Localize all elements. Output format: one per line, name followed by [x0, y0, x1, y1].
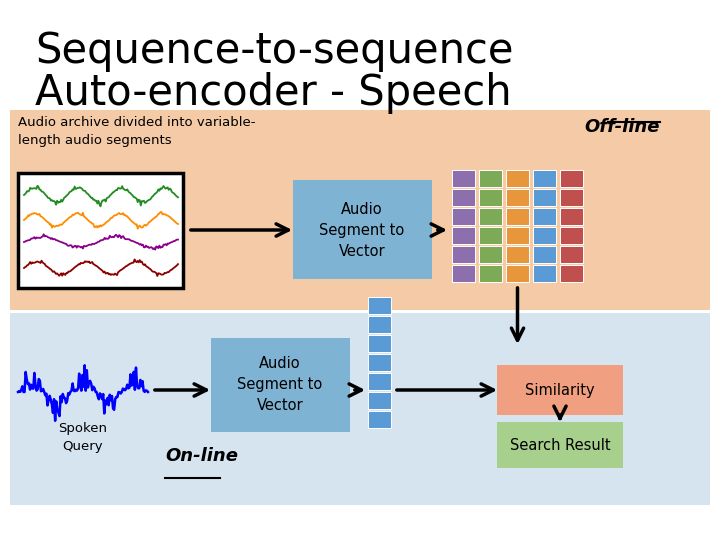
Bar [506, 189, 529, 206]
FancyBboxPatch shape [497, 422, 623, 468]
Bar [479, 246, 502, 263]
Bar [452, 265, 475, 282]
Text: Off-line: Off-line [585, 118, 660, 136]
Bar [560, 246, 583, 263]
Bar [368, 354, 391, 371]
Text: Spoken
Query: Spoken Query [58, 422, 107, 453]
Bar [506, 265, 529, 282]
Bar [533, 246, 556, 263]
Bar [533, 208, 556, 225]
Bar [368, 297, 391, 314]
Bar [452, 208, 475, 225]
Text: Similarity: Similarity [525, 382, 595, 397]
Bar [560, 227, 583, 244]
Bar [506, 208, 529, 225]
Bar [560, 170, 583, 187]
Bar [452, 189, 475, 206]
Bar [560, 208, 583, 225]
Bar [479, 227, 502, 244]
Bar [533, 189, 556, 206]
Bar [479, 189, 502, 206]
Text: Search Result: Search Result [510, 437, 611, 453]
Bar [479, 208, 502, 225]
Bar [479, 170, 502, 187]
FancyBboxPatch shape [211, 338, 350, 432]
Bar [368, 316, 391, 333]
FancyBboxPatch shape [497, 365, 623, 415]
Bar [10, 110, 710, 310]
Text: Audio archive divided into variable-
length audio segments: Audio archive divided into variable- len… [18, 116, 256, 147]
Bar [368, 373, 391, 390]
Bar [368, 335, 391, 352]
Bar [560, 189, 583, 206]
Bar [479, 265, 502, 282]
Bar [533, 170, 556, 187]
Text: On-line: On-line [165, 447, 238, 465]
Bar [368, 392, 391, 409]
Bar [452, 246, 475, 263]
Text: Sequence-to-sequence: Sequence-to-sequence [35, 30, 513, 72]
Bar [533, 227, 556, 244]
Text: Auto-encoder - Speech: Auto-encoder - Speech [35, 72, 512, 114]
Bar [560, 265, 583, 282]
Bar [18, 173, 183, 288]
Bar [452, 170, 475, 187]
Bar [506, 227, 529, 244]
Bar [533, 265, 556, 282]
FancyBboxPatch shape [293, 180, 432, 279]
Bar [506, 170, 529, 187]
Text: Audio
Segment to
Vector: Audio Segment to Vector [238, 356, 323, 414]
Bar [506, 246, 529, 263]
Bar [368, 411, 391, 428]
Bar [452, 227, 475, 244]
Bar [10, 313, 710, 505]
Text: Audio
Segment to
Vector: Audio Segment to Vector [320, 201, 405, 259]
